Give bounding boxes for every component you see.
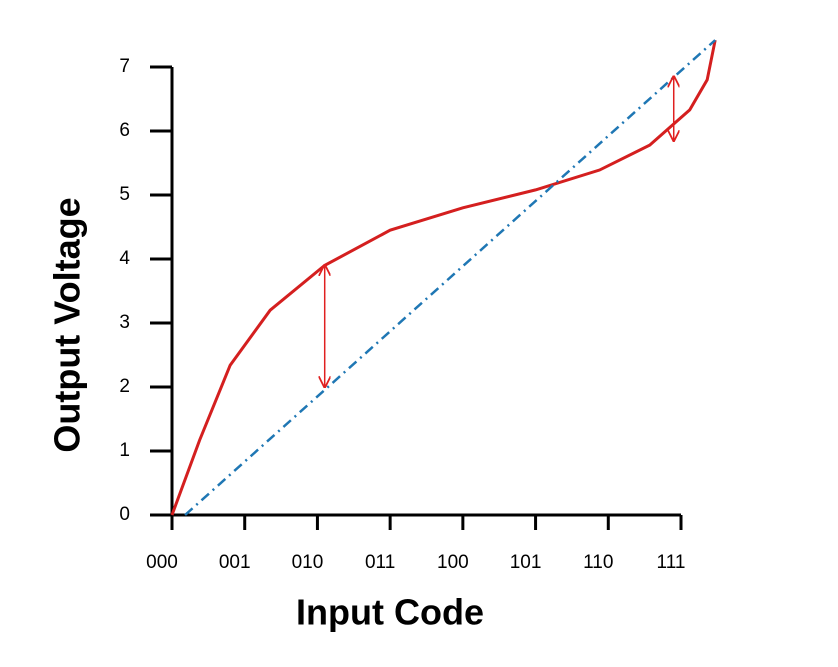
x-tick-label: 111 [657, 552, 686, 573]
x-tick-label: 010 [292, 552, 324, 573]
x-tick-label: 000 [146, 552, 178, 573]
y-tick-label: 2 [119, 376, 130, 397]
series-line [184, 39, 717, 516]
y-tick-label: 5 [119, 184, 130, 205]
y-tick-label: 7 [119, 56, 130, 77]
y-tick-label: 6 [119, 120, 130, 141]
y-tick-label: 1 [119, 440, 130, 461]
x-axis-title: Input Code [296, 592, 484, 633]
y-tick-label: 4 [119, 248, 130, 269]
y-axis-title: Output Voltage [47, 197, 88, 452]
x-tick-label: 011 [365, 552, 395, 573]
series-line [170, 39, 717, 516]
y-tick-label: 3 [119, 312, 130, 333]
y-tick-label: 0 [119, 504, 130, 525]
x-tick-label: 001 [219, 552, 251, 573]
x-tick-label: 100 [437, 552, 469, 573]
x-tick-label: 101 [510, 552, 542, 573]
x-tick-label: 110 [583, 552, 613, 573]
